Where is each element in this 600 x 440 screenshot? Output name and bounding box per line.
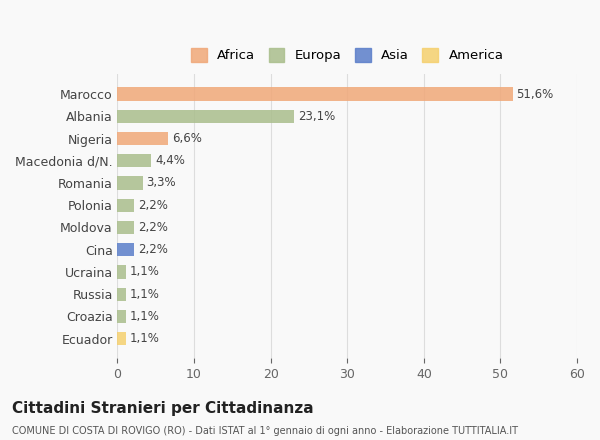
Text: 1,1%: 1,1%: [130, 288, 160, 301]
Text: 1,1%: 1,1%: [130, 332, 160, 345]
Bar: [118, 132, 168, 145]
Bar: [118, 154, 151, 168]
Text: 1,1%: 1,1%: [130, 310, 160, 323]
Text: 6,6%: 6,6%: [172, 132, 202, 145]
Text: Cittadini Stranieri per Cittadinanza: Cittadini Stranieri per Cittadinanza: [12, 401, 314, 416]
Bar: [118, 288, 126, 301]
Legend: Africa, Europa, Asia, America: Africa, Europa, Asia, America: [187, 44, 508, 66]
Text: 1,1%: 1,1%: [130, 265, 160, 279]
Bar: [118, 243, 134, 257]
Bar: [118, 88, 513, 101]
Text: COMUNE DI COSTA DI ROVIGO (RO) - Dati ISTAT al 1° gennaio di ogni anno - Elabora: COMUNE DI COSTA DI ROVIGO (RO) - Dati IS…: [12, 425, 518, 436]
Text: 2,2%: 2,2%: [138, 199, 168, 212]
Text: 23,1%: 23,1%: [298, 110, 335, 123]
Text: 2,2%: 2,2%: [138, 221, 168, 234]
Bar: [118, 198, 134, 212]
Bar: [118, 176, 143, 190]
Bar: [118, 221, 134, 234]
Bar: [118, 332, 126, 345]
Bar: [118, 265, 126, 279]
Bar: [118, 310, 126, 323]
Text: 3,3%: 3,3%: [146, 176, 176, 190]
Text: 4,4%: 4,4%: [155, 154, 185, 167]
Text: 51,6%: 51,6%: [517, 88, 554, 100]
Bar: [118, 110, 295, 123]
Text: 2,2%: 2,2%: [138, 243, 168, 256]
